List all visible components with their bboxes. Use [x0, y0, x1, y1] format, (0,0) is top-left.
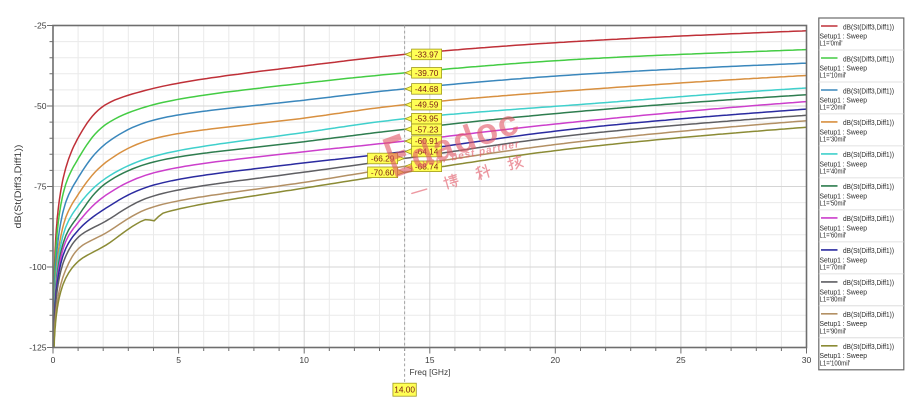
svg-text:-100: -100	[29, 262, 46, 272]
svg-text:dB(St(Diff3,Diff1)): dB(St(Diff3,Diff1))	[843, 278, 894, 287]
svg-text:10: 10	[299, 355, 309, 365]
svg-text:-25: -25	[34, 21, 47, 31]
svg-text:-60.91: -60.91	[415, 136, 439, 146]
svg-text:dB(St(Diff3,Diff1)): dB(St(Diff3,Diff1))	[843, 54, 894, 63]
svg-text:20: 20	[551, 355, 561, 365]
svg-text:-70.60: -70.60	[371, 167, 395, 177]
svg-text:Setup1 : Sweep: Setup1 : Sweep	[820, 63, 868, 72]
svg-text:-50: -50	[34, 101, 47, 111]
svg-text:0: 0	[51, 355, 56, 365]
svg-text:Freq [GHz]: Freq [GHz]	[410, 367, 451, 377]
svg-text:L1='70mil': L1='70mil'	[820, 263, 847, 272]
svg-text:L1='20mil': L1='20mil'	[820, 103, 847, 112]
svg-text:-66.29: -66.29	[371, 154, 395, 164]
svg-text:-57.23: -57.23	[415, 124, 439, 134]
svg-text:dB(St(Diff3,Diff1)): dB(St(Diff3,Diff1))	[843, 86, 894, 95]
svg-text:dB(St(Diff3,Diff1)): dB(St(Diff3,Diff1))	[843, 118, 894, 127]
svg-text:Setup1 : Sweep: Setup1 : Sweep	[820, 31, 868, 40]
svg-text:Setup1 : Sweep: Setup1 : Sweep	[820, 159, 868, 168]
svg-text:15: 15	[425, 355, 435, 365]
svg-text:-44.68: -44.68	[415, 84, 439, 94]
svg-text:Setup1 : Sweep: Setup1 : Sweep	[820, 351, 868, 360]
svg-text:Setup1 : Sweep: Setup1 : Sweep	[820, 287, 868, 296]
svg-text:L1='100mil': L1='100mil'	[820, 358, 851, 367]
svg-text:dB(St(Diff3,Diff1)): dB(St(Diff3,Diff1))	[843, 310, 894, 319]
svg-text:Setup1 : Sweep: Setup1 : Sweep	[820, 319, 868, 328]
svg-text:-49.59: -49.59	[415, 100, 439, 110]
svg-text:Setup1 : Sweep: Setup1 : Sweep	[820, 95, 868, 104]
svg-text:30: 30	[802, 355, 812, 365]
svg-text:Setup1 : Sweep: Setup1 : Sweep	[820, 255, 868, 264]
svg-text:-53.95: -53.95	[415, 114, 439, 124]
svg-text:L1='10mil': L1='10mil'	[820, 71, 847, 80]
svg-text:dB(St(Diff3,Diff1)): dB(St(Diff3,Diff1))	[843, 22, 894, 31]
svg-text:L1='0mil': L1='0mil'	[820, 39, 844, 48]
svg-text:Setup1 : Sweep: Setup1 : Sweep	[820, 127, 868, 136]
svg-text:L1='80mil': L1='80mil'	[820, 295, 847, 304]
svg-text:-33.97: -33.97	[415, 49, 439, 59]
svg-text:L1='60mil': L1='60mil'	[820, 231, 847, 240]
svg-text:L1='30mil': L1='30mil'	[820, 135, 847, 144]
svg-text:-64.14: -64.14	[415, 147, 439, 157]
svg-text:-125: -125	[29, 343, 46, 353]
svg-text:dB(St(Diff3,Diff1)): dB(St(Diff3,Diff1))	[843, 150, 894, 159]
svg-text:-68.74: -68.74	[415, 161, 439, 171]
svg-text:dB(St(Diff3,Diff1)): dB(St(Diff3,Diff1))	[843, 214, 894, 223]
svg-text:Setup1 : Sweep: Setup1 : Sweep	[820, 223, 868, 232]
svg-text:25: 25	[676, 355, 686, 365]
svg-text:-39.70: -39.70	[415, 68, 439, 78]
svg-text:Setup1 : Sweep: Setup1 : Sweep	[820, 191, 868, 200]
svg-text:L1='90mil': L1='90mil'	[820, 326, 847, 335]
svg-text:L1='40mil': L1='40mil'	[820, 167, 847, 176]
svg-text:dB(St(Diff3,Diff1)): dB(St(Diff3,Diff1))	[13, 144, 23, 228]
svg-text:L1='50mil': L1='50mil'	[820, 199, 847, 208]
svg-text:-75: -75	[34, 182, 47, 192]
svg-text:14.00: 14.00	[394, 385, 415, 395]
svg-text:dB(St(Diff3,Diff1)): dB(St(Diff3,Diff1))	[843, 246, 894, 255]
svg-text:dB(St(Diff3,Diff1)): dB(St(Diff3,Diff1))	[843, 342, 894, 351]
svg-text:dB(St(Diff3,Diff1)): dB(St(Diff3,Diff1))	[843, 182, 894, 191]
svg-text:5: 5	[176, 355, 181, 365]
